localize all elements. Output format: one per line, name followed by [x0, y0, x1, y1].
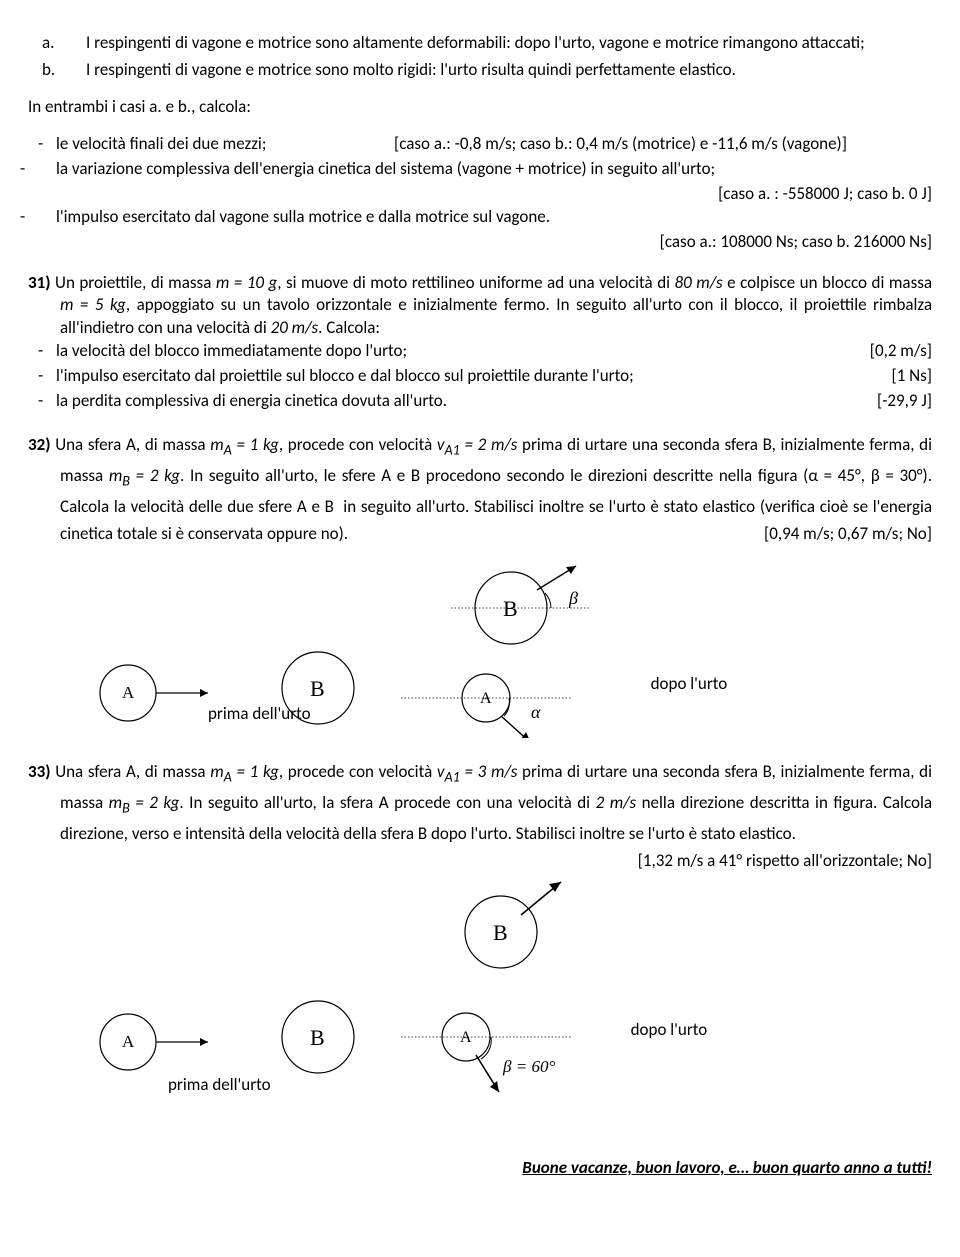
question-31: 31) Un proiettile, di massa m = 10 g, si…: [28, 272, 932, 341]
both-cases-intro: In entrambi i casi a. e b., calcola:: [28, 96, 932, 119]
intro-bullet-3-answer: [caso a.: 108000 Ns; caso b. 216000 Ns]: [28, 231, 932, 254]
intro-bullet-1: - le velocità finali dei due mezzi; [cas…: [56, 133, 932, 156]
item-b-text: I respingenti di vagone e motrice sono m…: [86, 59, 736, 80]
q31-b3-text: la perdita complessiva di energia cineti…: [56, 390, 857, 413]
closing-line: Buone vacanze, buon lavoro, e… buon quar…: [28, 1157, 932, 1180]
dash-icon: -: [38, 340, 56, 363]
dash-icon: -: [38, 390, 56, 413]
q31-text: Un proiettile, di massa m = 10 g, si muo…: [55, 272, 932, 339]
sphere-b-after-label-33: B: [493, 920, 508, 945]
q33-figure: A B prima dell'urto B A β = 60° dopo l'u…: [28, 877, 932, 1097]
q33-before-label: prima dell'urto: [168, 1074, 271, 1097]
q32-figure: A B prima dell'urto B β A α dopo l'urto: [28, 558, 932, 738]
sphere-a-label: A: [122, 683, 135, 702]
intro-bullet-3: -l'impulso esercitato dal vagone sulla m…: [56, 206, 932, 229]
q31-b1-text: la velocità del blocco immediatamente do…: [56, 340, 850, 363]
q33-answer: [1,32 m/s a 41° rispetto all'orizzontale…: [670, 847, 932, 874]
sphere-a-label-33: A: [122, 1032, 135, 1051]
question-32: 32) Una sfera A, di massa mA = 1 kg, pro…: [28, 431, 932, 548]
intro-bullet-1-answer: [caso a.: -0,8 m/s; caso b.: 0,4 m/s (mo…: [412, 133, 932, 156]
intro-bullet-1-text: le velocità finali dei due mezzi;: [74, 133, 412, 156]
dash-icon: -: [38, 365, 56, 388]
item-b-label: b.: [64, 59, 86, 82]
item-b: b.I respingenti di vagone e motrice sono…: [86, 59, 932, 82]
sphere-b-after-label: B: [503, 596, 518, 621]
dash-icon: -: [38, 206, 56, 229]
item-a: a.I respingenti di vagone e motrice sono…: [86, 32, 932, 55]
alpha-label: α: [531, 702, 541, 722]
dash-icon: -: [38, 158, 56, 181]
sphere-a-after-label-33: A: [460, 1029, 472, 1046]
q32-answer: [0,94 m/s; 0,67 m/s; No]: [796, 520, 932, 547]
sphere-b-label: B: [310, 676, 325, 701]
q31-b3-answer: [-29,9 J]: [857, 390, 932, 413]
intro-bullet-2-text: la variazione complessiva dell'energia c…: [56, 158, 715, 179]
q33-figure-after: B A β = 60°: [371, 877, 631, 1097]
item-a-text: I respingenti di vagone e motrice sono a…: [86, 32, 865, 53]
q32-number: 32): [28, 434, 51, 455]
q31-bullet-1: - la velocità del blocco immediatamente …: [38, 340, 932, 363]
q33-text: Una sfera A, di massa mA = 1 kg, procede…: [55, 761, 932, 844]
q31-number: 31): [28, 272, 51, 293]
beta-eq-label: β = 60°: [502, 1057, 555, 1076]
q31-b2-answer: [1 Ns]: [871, 365, 932, 388]
item-a-label: a.: [64, 32, 86, 55]
question-33: 33) Una sfera A, di massa mA = 1 kg, pro…: [28, 758, 932, 847]
q32-before-label: prima dell'urto: [208, 703, 311, 726]
beta-label: β: [568, 588, 578, 608]
q32-figure-after: B β A α: [391, 558, 651, 738]
q32-after-label: dopo l'urto: [651, 673, 728, 696]
sphere-a-after-label: A: [480, 690, 492, 707]
intro-bullet-2-answer: [caso a. : -558000 J; caso b. 0 J]: [28, 183, 932, 206]
q31-bullet-3: - la perdita complessiva di energia cine…: [38, 390, 932, 413]
intro-bullet-2: -la variazione complessiva dell'energia …: [56, 158, 932, 181]
q33-number: 33): [28, 761, 51, 782]
sphere-b-label-33: B: [310, 1025, 325, 1050]
q31-bullet-2: - l'impulso esercitato dal proiettile su…: [38, 365, 932, 388]
q31-b1-answer: [0,2 m/s]: [850, 340, 932, 363]
intro-bullet-3-text: l'impulso esercitato dal vagone sulla mo…: [56, 206, 550, 227]
q33-after-label: dopo l'urto: [631, 1019, 708, 1042]
q31-b2-text: l'impulso esercitato dal proiettile sul …: [56, 365, 871, 388]
